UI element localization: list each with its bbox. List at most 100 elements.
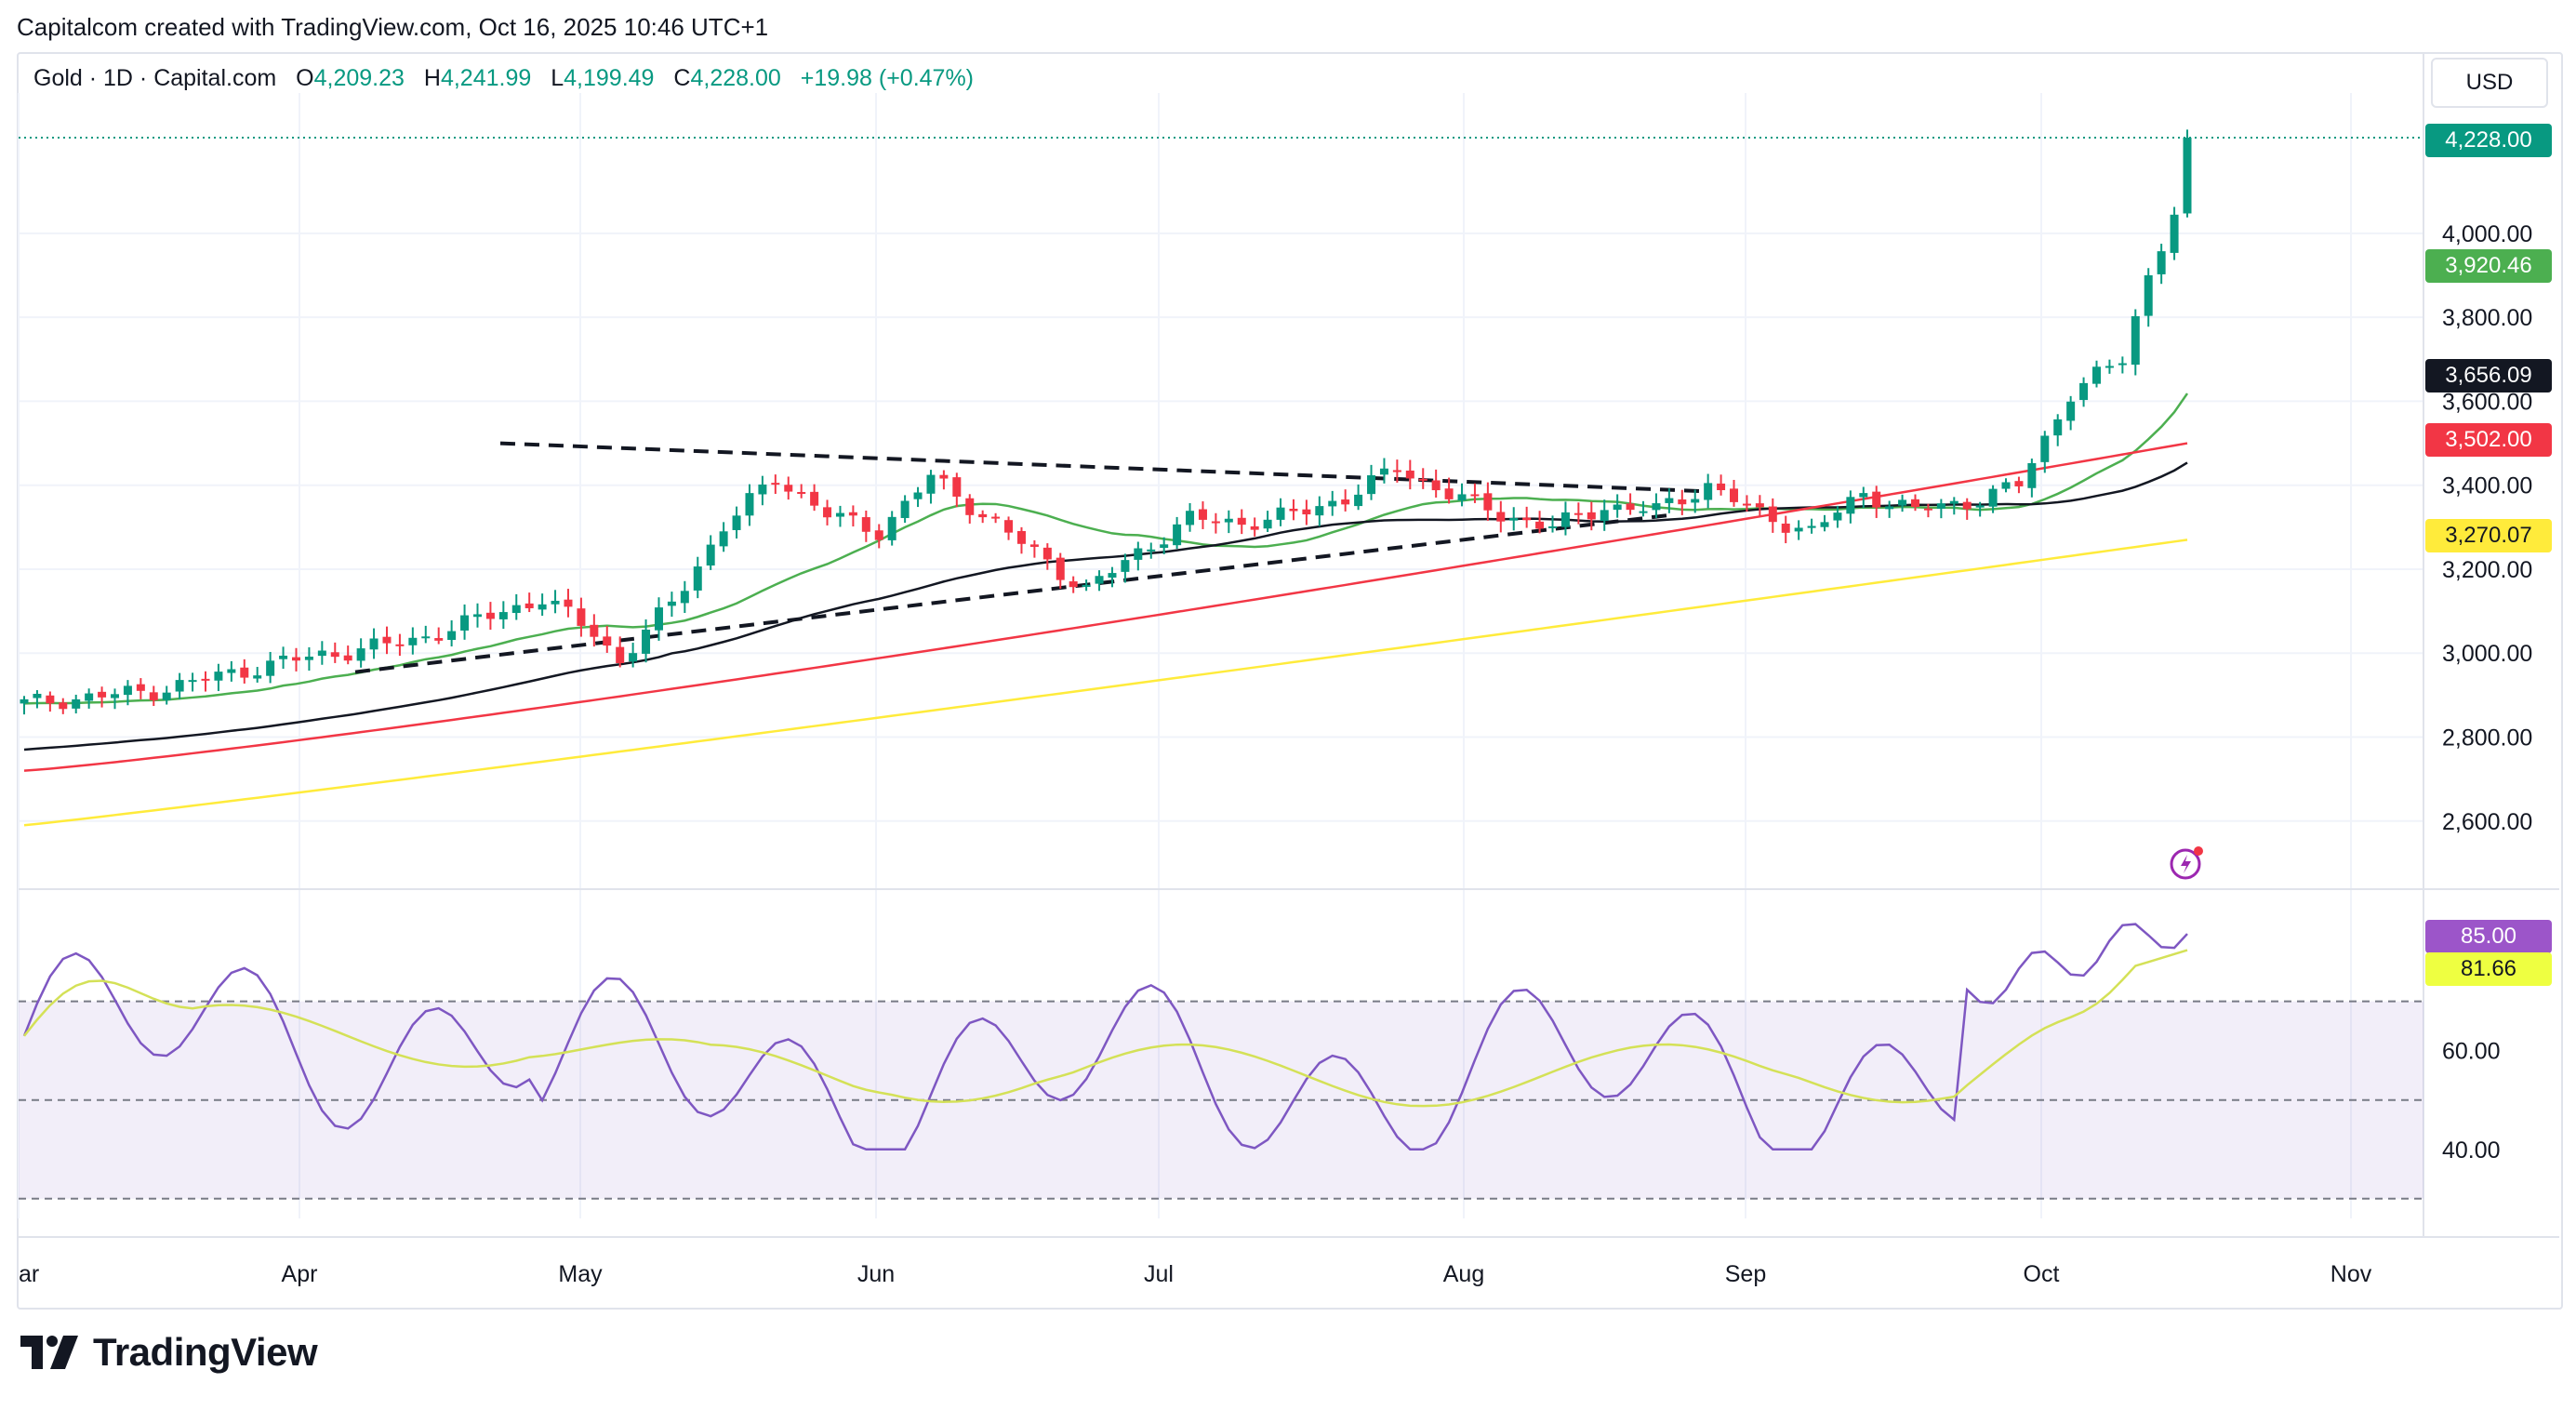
candle-body bbox=[1082, 584, 1091, 588]
candle-body bbox=[1263, 519, 1272, 529]
candle-body bbox=[1911, 499, 1920, 508]
candle-body bbox=[1678, 499, 1687, 505]
candle-body bbox=[2118, 363, 2127, 366]
price-tick-label: 3,600.00 bbox=[2442, 389, 2532, 415]
candle-body bbox=[253, 675, 262, 679]
candle-body bbox=[629, 653, 638, 662]
candle-body bbox=[642, 629, 651, 654]
candle-body bbox=[498, 612, 508, 619]
candle-body bbox=[1923, 508, 1932, 511]
candle-body bbox=[693, 566, 702, 591]
candle-body bbox=[1237, 517, 1246, 525]
time-tick-label: May bbox=[558, 1261, 603, 1287]
candle-body bbox=[1560, 512, 1570, 527]
candle-body bbox=[382, 636, 392, 644]
candle-body bbox=[317, 650, 326, 657]
candle-body bbox=[1211, 521, 1220, 524]
candle-body bbox=[913, 492, 923, 499]
candle-body bbox=[447, 631, 457, 641]
ma100-price-tag: 3,502.00 bbox=[2425, 423, 2552, 457]
candle-body bbox=[330, 652, 339, 658]
candle-body bbox=[1962, 501, 1972, 510]
time-tick-label: Jul bbox=[1144, 1261, 1174, 1287]
time-tick-label: Nov bbox=[2330, 1261, 2372, 1287]
candle-body bbox=[874, 530, 883, 540]
candle-body bbox=[201, 678, 210, 681]
candle-body bbox=[1016, 530, 1026, 544]
candle-body bbox=[1198, 509, 1207, 520]
candle-body bbox=[110, 694, 119, 698]
flash-alert-icon[interactable] bbox=[2169, 844, 2206, 881]
price-tick-label: 3,200.00 bbox=[2442, 557, 2532, 583]
candle-body bbox=[1328, 500, 1337, 507]
candle-body bbox=[577, 608, 586, 626]
candle-body bbox=[861, 517, 870, 532]
candle-body bbox=[279, 655, 288, 659]
candle-body bbox=[1807, 525, 1816, 528]
candle-body bbox=[2001, 482, 2011, 489]
change-value: +19.98 (+0.47%) bbox=[800, 65, 975, 91]
candle-body bbox=[978, 513, 988, 518]
ohlc-legend: Gold · 1D · Capital.com O4,209.23 H4,241… bbox=[33, 65, 974, 92]
low-value: 4,199.49 bbox=[564, 65, 655, 91]
candle-body bbox=[1160, 544, 1169, 549]
candle-body bbox=[149, 692, 158, 701]
candle-body bbox=[214, 672, 223, 681]
candle-body bbox=[408, 637, 418, 645]
candle-body bbox=[551, 600, 560, 605]
candle-body bbox=[524, 603, 534, 608]
candle-body bbox=[46, 695, 55, 704]
candle-body bbox=[797, 491, 806, 494]
candle-body bbox=[1975, 505, 1985, 508]
candle-body bbox=[939, 474, 949, 479]
candle-body bbox=[395, 644, 405, 646]
trendlines bbox=[354, 441, 1712, 674]
candle-body bbox=[745, 493, 754, 516]
tradingview-logo[interactable]: TradingView bbox=[20, 1330, 318, 1375]
candle-body bbox=[1704, 483, 1713, 500]
candles bbox=[20, 129, 2192, 715]
candle-body bbox=[965, 498, 975, 515]
candle-body bbox=[900, 500, 910, 518]
candle-body bbox=[1988, 488, 1998, 507]
candle-body bbox=[1147, 549, 1156, 552]
upper-trendline bbox=[499, 441, 1712, 494]
time-tick-label: Jun bbox=[857, 1261, 895, 1287]
candle-body bbox=[240, 667, 249, 678]
tradingview-logo-icon bbox=[20, 1336, 78, 1369]
rsi-ma-value-tag: 81.66 bbox=[2425, 952, 2552, 986]
candle-body bbox=[304, 656, 313, 660]
candle-body bbox=[1535, 521, 1545, 529]
candle-body bbox=[72, 698, 81, 709]
candle-body bbox=[356, 648, 365, 661]
candle-body bbox=[2079, 382, 2089, 401]
currency-button[interactable]: USD bbox=[2431, 58, 2548, 108]
candle-body bbox=[2157, 251, 2166, 274]
candle-body bbox=[887, 516, 896, 540]
candle-body bbox=[1949, 500, 1959, 504]
rsi-line bbox=[22, 923, 2188, 1151]
candle-body bbox=[667, 601, 676, 606]
ma50-line bbox=[23, 461, 2188, 752]
price-tick-label: 3,400.00 bbox=[2442, 473, 2532, 499]
candle-body bbox=[719, 531, 728, 547]
candle-body bbox=[823, 507, 832, 518]
candle-body bbox=[603, 636, 612, 646]
candle-body bbox=[758, 484, 767, 495]
ma200-price-tag: 3,270.07 bbox=[2425, 519, 2552, 552]
symbol-label[interactable]: Gold · 1D · Capital.com bbox=[33, 65, 277, 91]
candle-body bbox=[434, 638, 444, 641]
axes: 2,600.00 2,800.00 3,000.00 3,200.00 3,400.00… bbox=[19, 221, 2532, 1287]
candle-body bbox=[1431, 480, 1441, 491]
candle-body bbox=[511, 605, 521, 614]
candle-body bbox=[33, 693, 42, 698]
candle-body bbox=[175, 680, 184, 692]
candle-body bbox=[1859, 493, 1868, 498]
candle-body bbox=[2170, 214, 2179, 253]
candle-body bbox=[188, 680, 197, 683]
price-tick-label: 2,600.00 bbox=[2442, 809, 2532, 835]
time-tick-label: Aug bbox=[1443, 1261, 1484, 1287]
candle-body bbox=[1717, 483, 1726, 491]
candle-body bbox=[1872, 491, 1881, 508]
